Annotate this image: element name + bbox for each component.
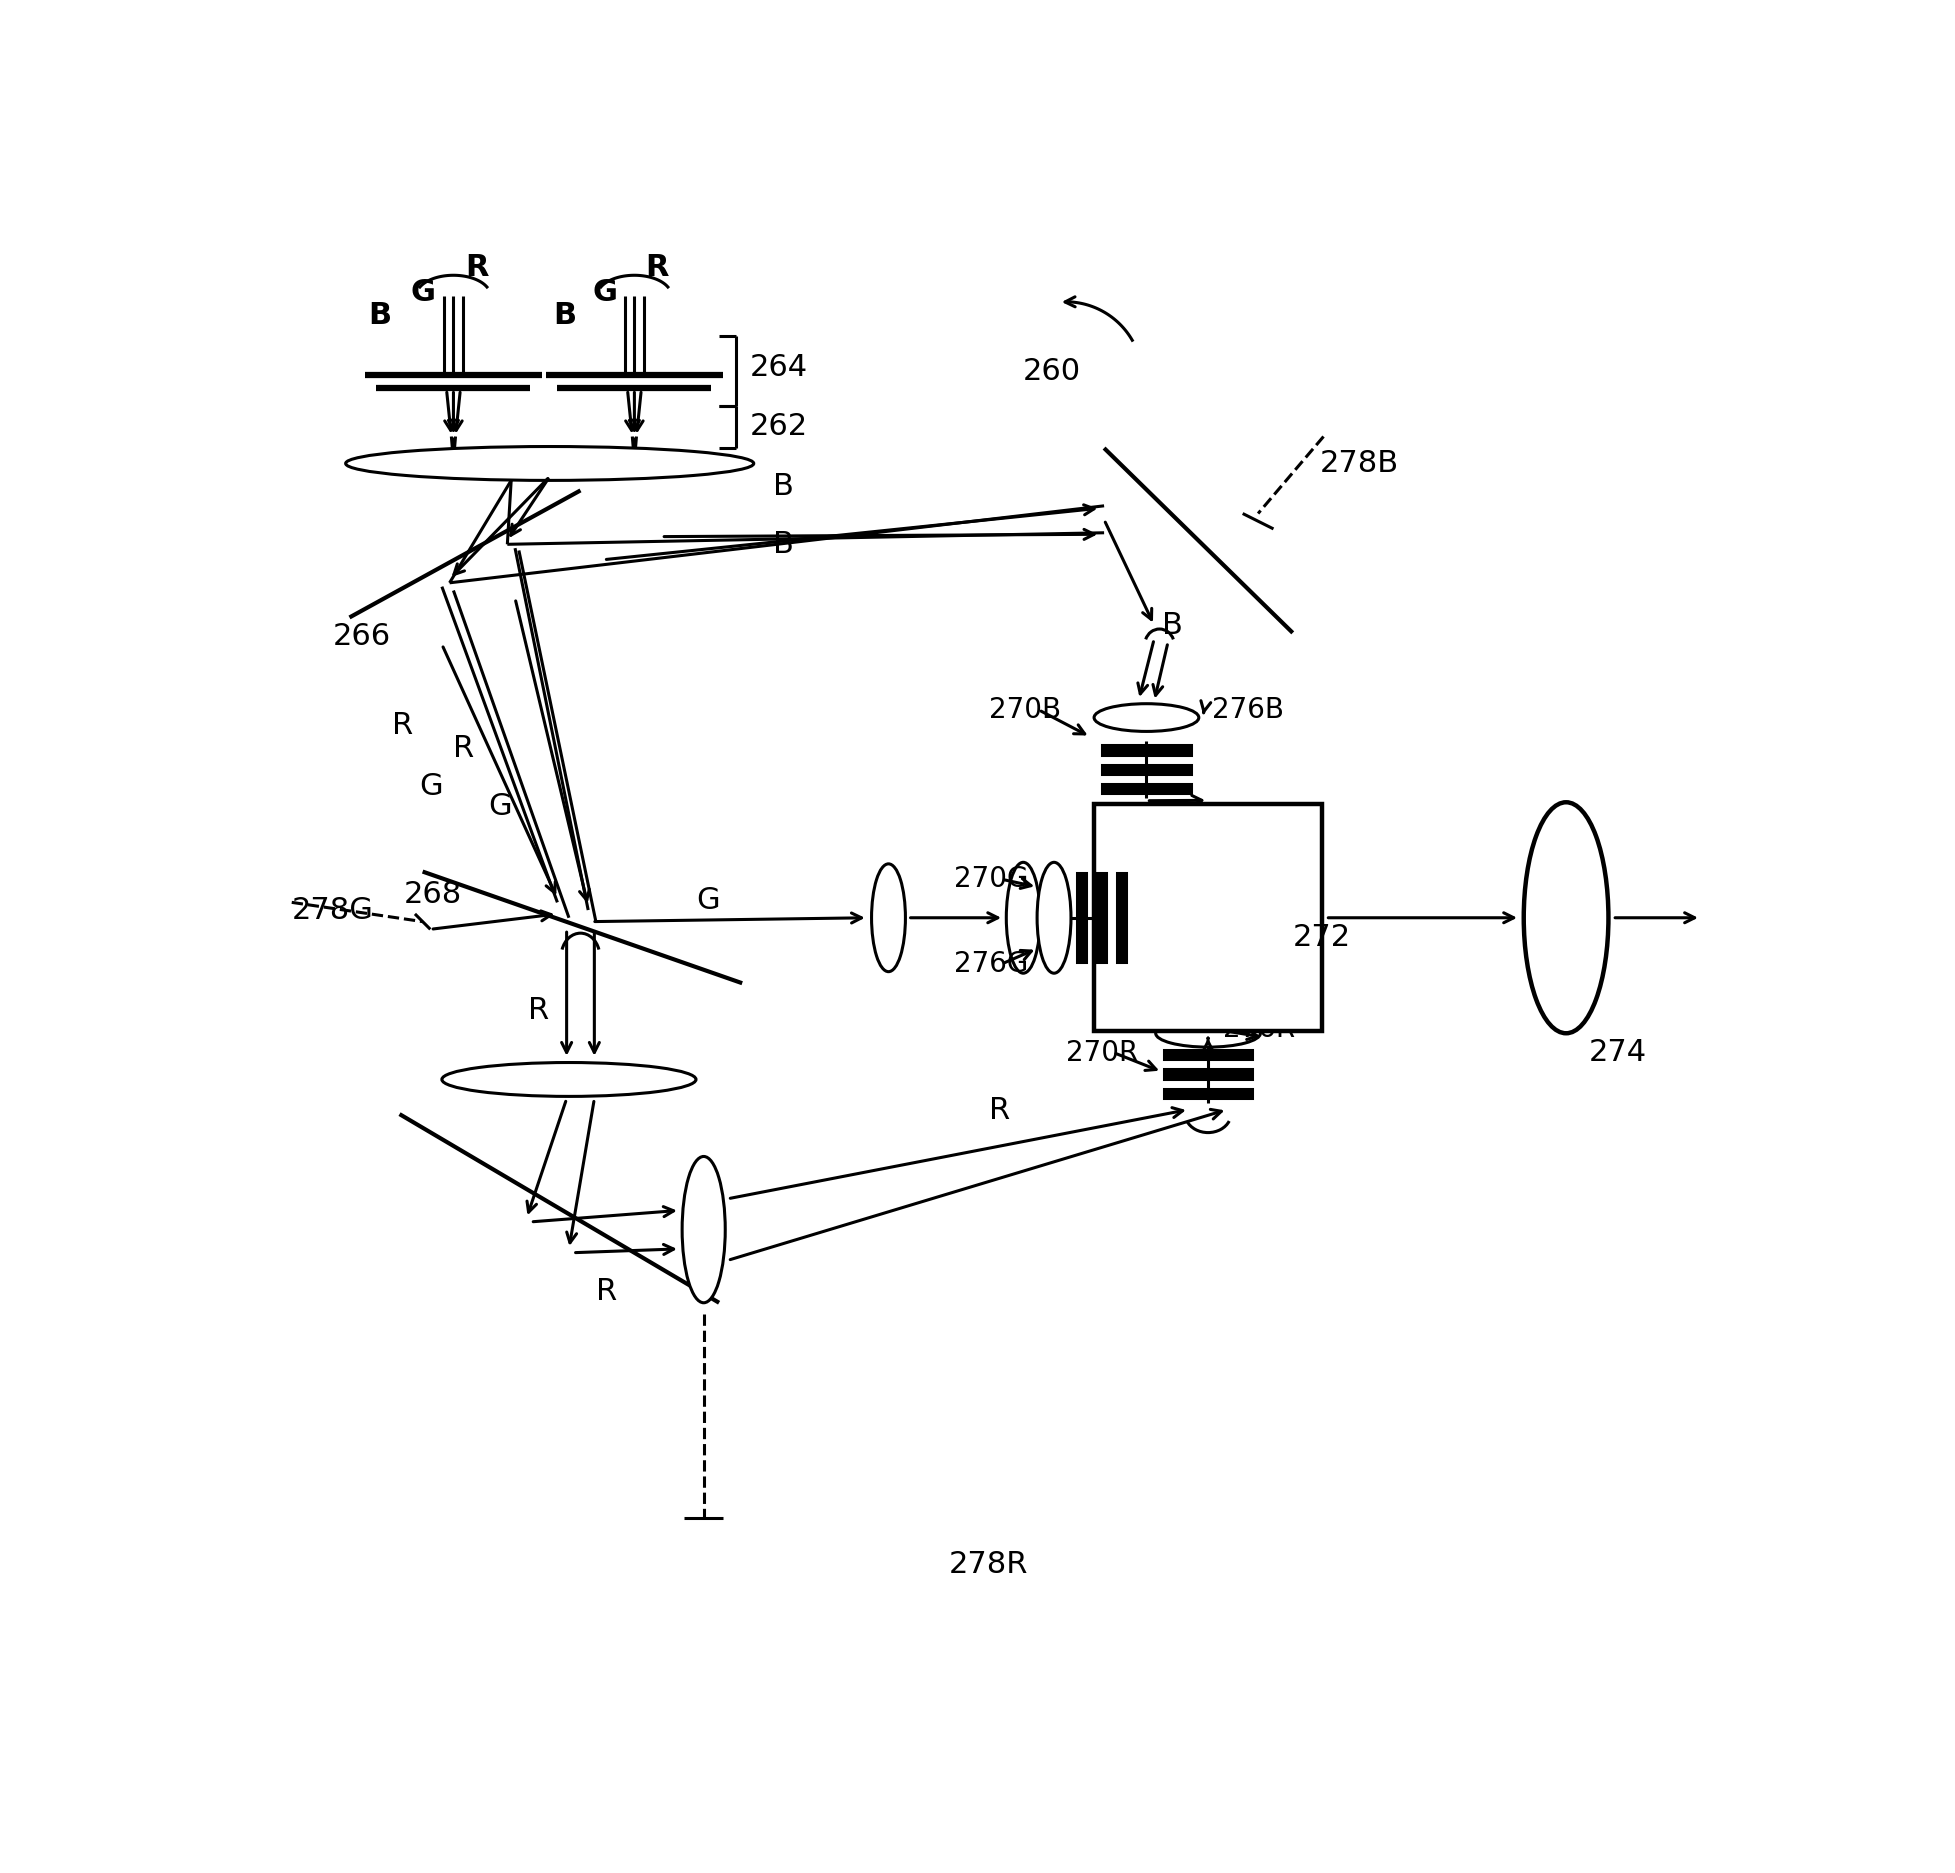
Text: 266: 266 bbox=[332, 622, 391, 652]
Ellipse shape bbox=[1093, 704, 1198, 732]
Text: 262: 262 bbox=[749, 412, 807, 440]
Text: 270B: 270B bbox=[987, 697, 1060, 723]
Text: G: G bbox=[489, 792, 512, 820]
Text: G: G bbox=[418, 772, 442, 802]
Text: G: G bbox=[696, 886, 719, 916]
Text: B: B bbox=[553, 302, 577, 330]
Text: G: G bbox=[592, 277, 618, 307]
Text: B: B bbox=[772, 530, 794, 558]
Ellipse shape bbox=[1523, 802, 1607, 1034]
Bar bbox=[1101, 764, 1191, 774]
Bar bbox=[1097, 873, 1107, 963]
Text: B: B bbox=[772, 472, 794, 502]
Ellipse shape bbox=[1005, 862, 1040, 974]
Text: 270G: 270G bbox=[954, 865, 1028, 893]
Text: 276G: 276G bbox=[954, 950, 1028, 978]
Text: 268: 268 bbox=[403, 880, 461, 908]
Text: 278G: 278G bbox=[291, 895, 373, 925]
Text: 278R: 278R bbox=[948, 1551, 1028, 1579]
Bar bbox=[1095, 804, 1322, 1032]
Text: R: R bbox=[528, 996, 549, 1025]
Text: 264: 264 bbox=[749, 352, 807, 382]
Text: R: R bbox=[645, 253, 669, 281]
Text: 260: 260 bbox=[1022, 356, 1081, 386]
Text: 270R: 270R bbox=[1065, 1038, 1138, 1066]
Bar bbox=[1116, 873, 1126, 963]
Bar bbox=[1101, 745, 1191, 755]
Bar bbox=[1163, 1051, 1251, 1060]
Ellipse shape bbox=[442, 1062, 696, 1096]
Ellipse shape bbox=[682, 1156, 725, 1304]
Text: 276B: 276B bbox=[1212, 697, 1282, 723]
Text: R: R bbox=[391, 710, 413, 740]
Ellipse shape bbox=[346, 446, 753, 479]
Bar bbox=[1077, 873, 1085, 963]
Text: B: B bbox=[369, 302, 391, 330]
Text: 278B: 278B bbox=[1320, 450, 1398, 478]
Text: 272: 272 bbox=[1292, 923, 1351, 951]
Ellipse shape bbox=[1036, 862, 1071, 974]
Text: 276R: 276R bbox=[1222, 1015, 1294, 1043]
Text: 274: 274 bbox=[1587, 1038, 1646, 1068]
Bar bbox=[1163, 1069, 1251, 1079]
Text: R: R bbox=[987, 1096, 1009, 1126]
Text: G: G bbox=[411, 277, 434, 307]
Text: R: R bbox=[465, 253, 489, 281]
Text: R: R bbox=[454, 734, 475, 762]
Bar bbox=[1101, 783, 1191, 792]
Text: R: R bbox=[596, 1277, 618, 1305]
Text: B: B bbox=[1161, 611, 1183, 641]
Ellipse shape bbox=[872, 863, 905, 972]
Bar bbox=[1163, 1088, 1251, 1098]
Ellipse shape bbox=[1155, 1019, 1259, 1047]
